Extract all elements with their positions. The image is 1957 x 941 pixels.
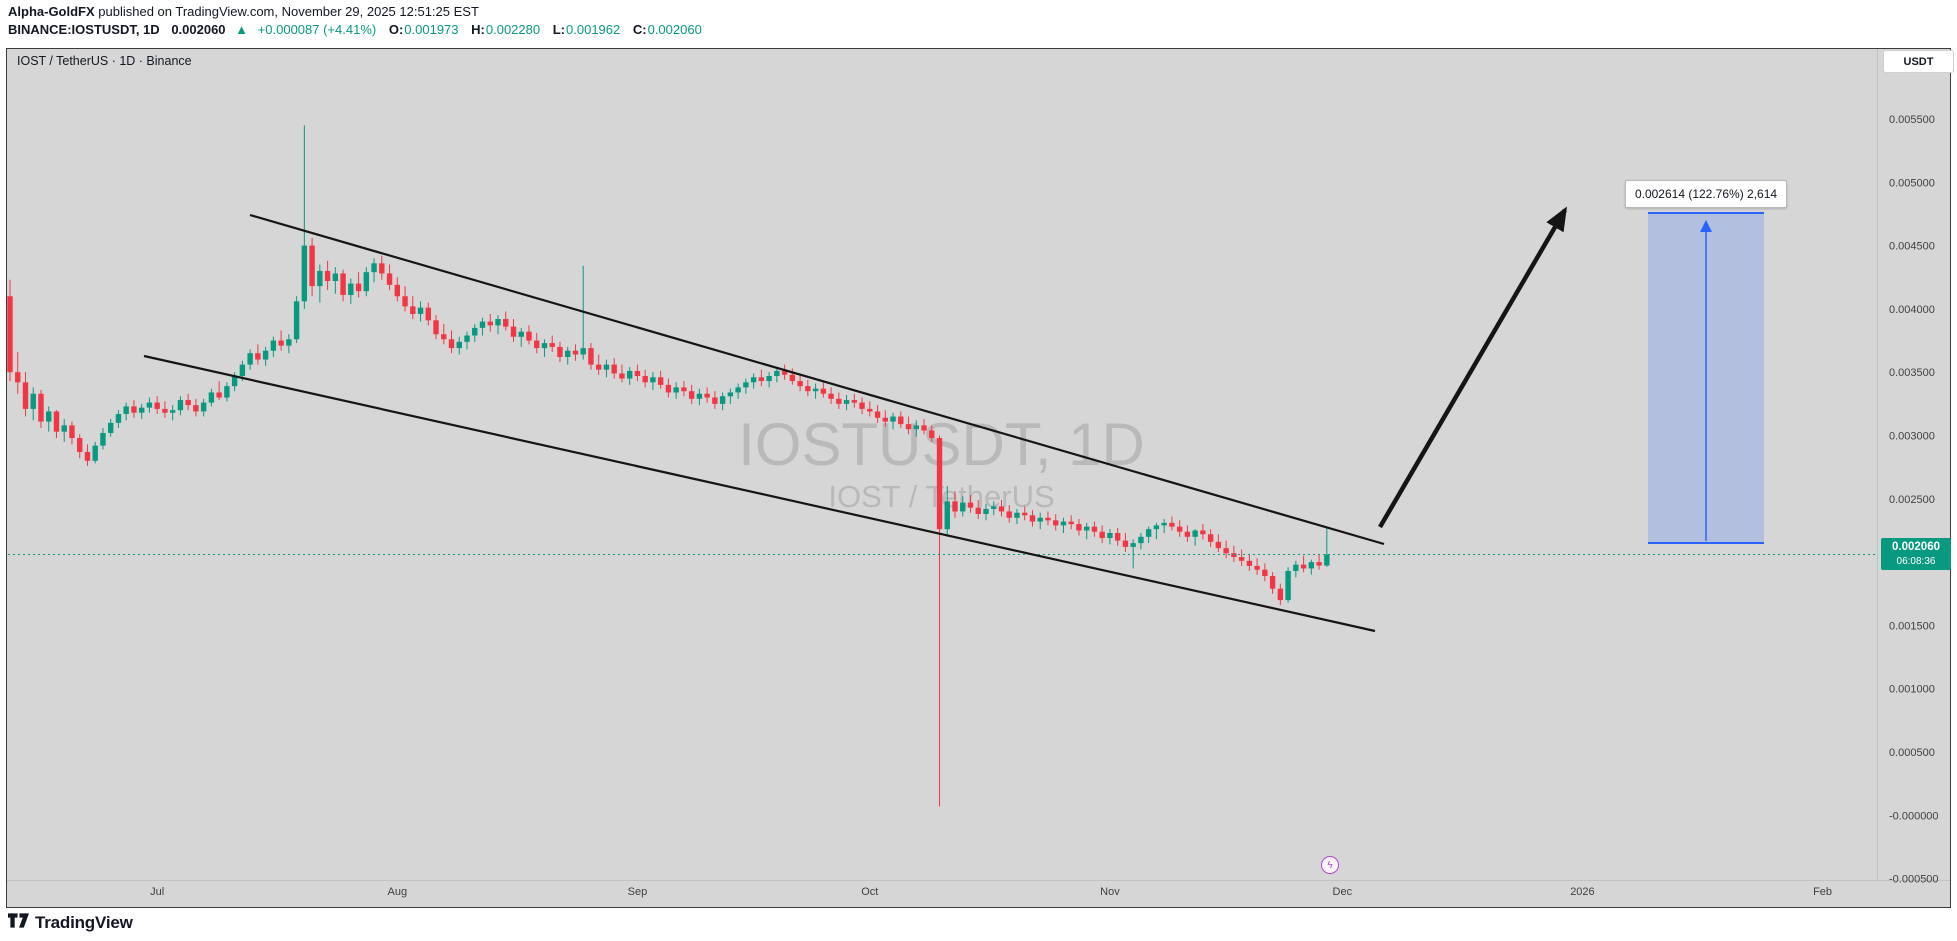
close-value: 0.002060 xyxy=(647,22,702,37)
svg-text:Oct: Oct xyxy=(861,886,878,898)
svg-text:Aug: Aug xyxy=(388,886,408,898)
long-position-tool[interactable] xyxy=(1648,212,1764,544)
svg-text:0.001500: 0.001500 xyxy=(1889,620,1935,632)
high-value: 0.002280 xyxy=(485,22,541,37)
svg-text:2026: 2026 xyxy=(1570,886,1594,898)
publish-info: published on TradingView.com, November 2… xyxy=(94,4,479,19)
up-triangle-icon: ▲ xyxy=(235,22,249,37)
svg-text:0.002500: 0.002500 xyxy=(1889,494,1935,506)
currency-toggle-button[interactable]: USDT xyxy=(1883,50,1954,73)
open-label: O: xyxy=(388,22,404,37)
last-price: 0.002060 xyxy=(171,22,226,37)
svg-text:-0.000500: -0.000500 xyxy=(1889,874,1939,886)
badge-countdown: 06:08:36 xyxy=(1896,555,1936,567)
author-name: Alpha-GoldFX xyxy=(8,4,95,19)
time-axis-separator xyxy=(7,880,1950,881)
open-value: 0.001973 xyxy=(404,22,459,37)
low-value: 0.001962 xyxy=(566,22,621,37)
tradingview-logo-icon xyxy=(8,913,29,933)
price-change: +0.000087 (+4.41%) xyxy=(257,22,377,37)
tradingview-brand-text: TradingView xyxy=(35,913,133,932)
svg-text:Jul: Jul xyxy=(150,886,164,898)
svg-text:Nov: Nov xyxy=(1100,886,1120,898)
event-lightning-icon[interactable]: ϟ xyxy=(1321,856,1339,874)
close-label: C: xyxy=(632,22,647,37)
current-price-badge: 0.002060 06:08:36 xyxy=(1881,538,1951,570)
svg-text:0.004500: 0.004500 xyxy=(1889,241,1935,253)
symbol-name: BINANCE:IOSTUSDT, 1D xyxy=(8,22,160,37)
long-position-label[interactable]: 0.002614 (122.76%) 2,614 xyxy=(1625,180,1787,208)
trendline-lower[interactable] xyxy=(143,354,1376,633)
publish-header: Alpha-GoldFX published on TradingView.co… xyxy=(8,4,479,19)
breakout-arrow[interactable] xyxy=(1378,206,1568,529)
low-label: L: xyxy=(552,22,566,37)
svg-text:0.000500: 0.000500 xyxy=(1889,747,1935,759)
svg-text:0.005000: 0.005000 xyxy=(1889,177,1935,189)
svg-text:0.003000: 0.003000 xyxy=(1889,431,1935,443)
svg-text:0.005500: 0.005500 xyxy=(1889,114,1935,126)
svg-text:Feb: Feb xyxy=(1813,886,1832,898)
svg-text:0.003500: 0.003500 xyxy=(1889,367,1935,379)
high-label: H: xyxy=(471,22,485,37)
candles-layer xyxy=(7,125,1330,807)
svg-text:0.001000: 0.001000 xyxy=(1889,684,1935,696)
symbol-header: BINANCE:IOSTUSDT, 1D 0.002060 ▲ +0.00008… xyxy=(8,22,702,37)
svg-text:0.004000: 0.004000 xyxy=(1889,304,1935,316)
svg-text:Sep: Sep xyxy=(628,886,648,898)
price-axis-separator xyxy=(1877,49,1878,880)
time-axis[interactable]: Jul Aug Sep Oct Nov Dec 2026 Feb xyxy=(150,886,1832,898)
badge-price: 0.002060 xyxy=(1892,541,1940,553)
tradingview-footer[interactable]: TradingView xyxy=(8,913,133,933)
trendline-upper[interactable] xyxy=(249,213,1385,546)
chart-legend: IOST / TetherUS · 1D · Binance xyxy=(17,54,192,68)
svg-text:Dec: Dec xyxy=(1333,886,1353,898)
price-axis[interactable]: 0.005500 0.005000 0.004500 0.004000 0.003500… xyxy=(1889,114,1939,886)
svg-text:-0.000000: -0.000000 xyxy=(1889,810,1939,822)
